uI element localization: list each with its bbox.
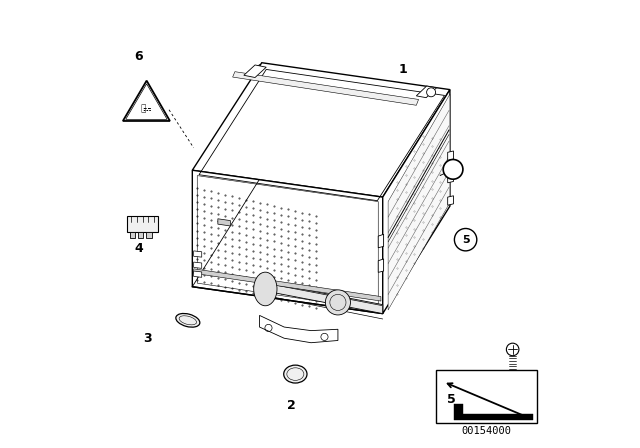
Text: 4: 4 bbox=[134, 242, 143, 255]
Polygon shape bbox=[448, 173, 454, 183]
Circle shape bbox=[444, 159, 463, 179]
Polygon shape bbox=[388, 94, 450, 310]
Polygon shape bbox=[192, 63, 450, 197]
Polygon shape bbox=[127, 216, 158, 232]
Text: 00154000: 00154000 bbox=[461, 426, 511, 436]
Ellipse shape bbox=[253, 272, 277, 306]
Ellipse shape bbox=[176, 314, 200, 327]
Polygon shape bbox=[383, 90, 450, 314]
Polygon shape bbox=[448, 151, 454, 160]
Polygon shape bbox=[260, 315, 338, 343]
Polygon shape bbox=[194, 269, 381, 301]
Polygon shape bbox=[218, 219, 230, 226]
Text: 6: 6 bbox=[134, 49, 143, 63]
Polygon shape bbox=[194, 262, 202, 268]
Text: 1: 1 bbox=[399, 63, 407, 76]
Text: ✋: ✋ bbox=[140, 104, 146, 113]
Circle shape bbox=[454, 228, 477, 251]
Polygon shape bbox=[232, 72, 419, 105]
Polygon shape bbox=[138, 232, 143, 238]
Polygon shape bbox=[194, 271, 202, 277]
Bar bbox=[436, 370, 538, 423]
Polygon shape bbox=[448, 196, 454, 205]
Polygon shape bbox=[194, 251, 202, 257]
Polygon shape bbox=[266, 282, 383, 314]
Text: 2: 2 bbox=[287, 399, 295, 412]
Text: 𝌂: 𝌂 bbox=[142, 105, 151, 115]
Polygon shape bbox=[130, 232, 136, 238]
Polygon shape bbox=[416, 86, 436, 98]
Polygon shape bbox=[192, 170, 383, 314]
Polygon shape bbox=[146, 232, 152, 238]
Polygon shape bbox=[378, 259, 383, 272]
Text: 5: 5 bbox=[447, 393, 456, 406]
Circle shape bbox=[325, 290, 351, 315]
Circle shape bbox=[427, 88, 436, 97]
Text: 3: 3 bbox=[143, 332, 152, 345]
Text: 5: 5 bbox=[462, 235, 469, 245]
Polygon shape bbox=[378, 234, 383, 248]
Polygon shape bbox=[244, 65, 266, 78]
Ellipse shape bbox=[284, 365, 307, 383]
Polygon shape bbox=[454, 404, 532, 420]
